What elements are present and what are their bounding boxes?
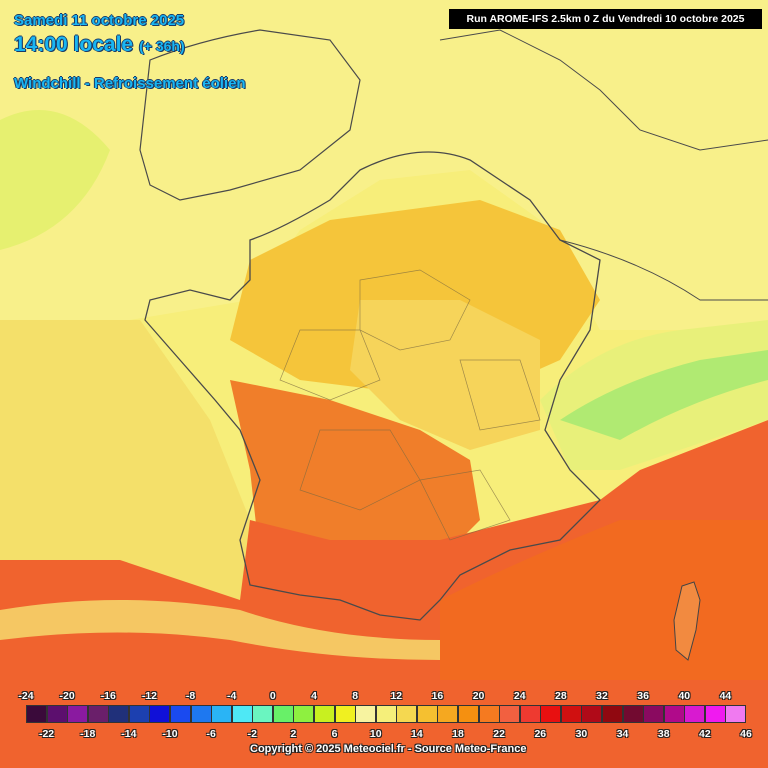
alps-green-band [560,350,768,440]
legend-swatch [67,705,89,723]
legend-top-label: 40 [678,690,691,702]
eastern-border-line [559,239,768,301]
legend-bottom-label: -2 [247,728,257,740]
legend-swatch [622,705,644,723]
central-france-pale [350,300,540,450]
legend-bottom-label: -14 [121,728,137,740]
legend-swatch [725,705,747,723]
legend-bottom-label: 30 [575,728,588,740]
legend-bottom-label: 10 [369,728,382,740]
legend-swatch [478,705,500,723]
france-outline [144,151,601,621]
legend-bottom-label: 6 [331,728,338,740]
legend-swatch [87,705,109,723]
legend-swatch [704,705,726,723]
legend-swatch [355,705,377,723]
legend-top-label: 16 [431,690,444,702]
forecast-time: 14:00 locale (+ 36h) [14,33,185,57]
legend-swatch [170,705,192,723]
legend-top-label: -12 [141,690,158,702]
pyrenees-band [0,600,440,660]
legend-swatch [293,705,315,723]
legend-swatch [272,705,294,723]
legend-top-label: -20 [59,690,75,702]
legend-swatch [375,705,397,723]
legend-bottom-label: 26 [534,728,547,740]
legend-bottom-label: 2 [290,728,297,740]
legend-top-label: 32 [596,690,608,702]
legend-top-label: 8 [352,690,359,702]
legend-swatch [314,705,336,723]
legend-bottom-label: 18 [452,728,464,740]
map-title: Windchill - Refroissement éolien [14,75,246,92]
legend-swatch [437,705,459,723]
legend-swatch [46,705,68,723]
run-info-banner: Run AROME-IFS 2.5km 0 Z du Vendredi 10 o… [449,9,762,29]
legend-swatch [663,705,685,723]
legend-swatch [211,705,233,723]
legend-top-label: 12 [390,690,403,702]
green-patch-top-left [0,110,110,250]
britain-outline [139,29,361,201]
color-legend: -24 -20 -16 -12 -8 -4 0 4 8 12 16 20 24 28 32 36 40 44 -2… [0,684,768,768]
legend-bottom-label: 38 [657,728,670,740]
legend-top-label: -24 [18,690,34,702]
legend-top-label: 0 [269,690,276,702]
legend-swatch [581,705,603,723]
legend-top-label: 24 [513,690,526,702]
legend-bottom-label: -10 [162,728,178,740]
legend-swatch [499,705,521,723]
forecast-date: Samedi 11 octobre 2025 [14,12,185,29]
southwest-orange [230,380,480,580]
legend-swatch [26,705,48,723]
atlantic-fill [0,320,250,600]
legend-swatch [560,705,582,723]
legend-swatch [458,705,480,723]
legend-bottom-label: -22 [38,728,55,740]
legend-top-label: 20 [472,690,485,702]
legend-bottom-label: 14 [411,728,423,740]
legend-top-label: -8 [185,690,196,702]
legend-swatch [334,705,356,723]
legend-bottom-label: 42 [699,728,711,740]
legend-bottom-label: -18 [80,728,96,740]
legend-swatch [643,705,665,723]
legend-bottom-label: -6 [206,728,216,740]
legend-swatch [519,705,541,723]
southern-red-orange [0,420,768,768]
forecast-offset: (+ 36h) [139,38,185,54]
legend-swatch [602,705,624,723]
legend-swatch [231,705,253,723]
legend-bottom-label: 34 [616,728,629,740]
legend-swatch [108,705,130,723]
legend-top-label: 4 [311,690,317,702]
legend-bottom-label: 22 [493,728,505,740]
legend-swatch [396,705,418,723]
legend-top-label: 28 [555,690,567,702]
northern-coast-line [439,29,768,151]
copyright-text: Copyright © 2025 Meteociel.fr - Source M… [250,743,527,755]
legend-swatch [252,705,274,723]
legend-swatch [128,705,150,723]
legend-swatch [684,705,706,723]
legend-swatch [416,705,438,723]
legend-top-label: -4 [227,690,237,702]
legend-top-label: 36 [637,690,649,702]
legend-swatch [540,705,562,723]
department-borders [279,269,541,541]
forecast-time-value: 14:00 locale [14,33,134,56]
legend-top-label: 44 [719,690,732,702]
legend-bottom-label: 46 [740,728,752,740]
legend-top-label: -16 [100,690,116,702]
corsica-island [673,581,701,661]
legend-swatch [149,705,171,723]
legend-swatch [190,705,212,723]
